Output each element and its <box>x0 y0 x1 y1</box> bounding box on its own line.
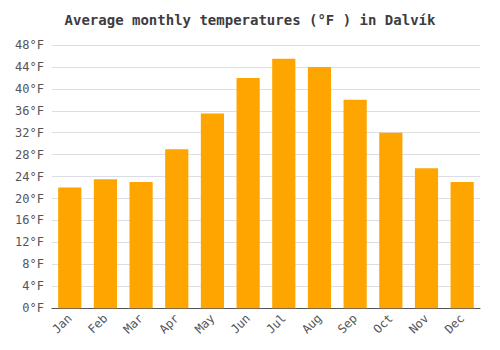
svg-text:Oct: Oct <box>371 311 396 336</box>
svg-text:Jan: Jan <box>49 311 74 336</box>
svg-text:16°F: 16°F <box>15 213 44 227</box>
svg-text:40°F: 40°F <box>15 82 44 96</box>
svg-text:12°F: 12°F <box>15 235 44 249</box>
svg-text:Sep: Sep <box>335 311 360 336</box>
svg-text:20°F: 20°F <box>15 192 44 206</box>
svg-text:Jun: Jun <box>228 311 253 336</box>
svg-text:32°F: 32°F <box>15 126 44 140</box>
svg-text:Feb: Feb <box>85 311 110 336</box>
svg-text:4°F: 4°F <box>22 279 44 293</box>
svg-text:Mar: Mar <box>121 311 146 336</box>
svg-text:44°F: 44°F <box>15 60 44 74</box>
svg-text:May: May <box>192 311 217 336</box>
svg-text:Aug: Aug <box>299 311 324 336</box>
svg-text:36°F: 36°F <box>15 104 44 118</box>
svg-text:Average monthly temperatures (: Average monthly temperatures (°F ) in Da… <box>65 12 436 28</box>
svg-text:0°F: 0°F <box>22 301 44 315</box>
svg-text:8°F: 8°F <box>22 257 44 271</box>
svg-text:24°F: 24°F <box>15 170 44 184</box>
svg-text:Jul: Jul <box>264 311 289 336</box>
svg-text:48°F: 48°F <box>15 38 44 52</box>
svg-text:Apr: Apr <box>156 311 181 336</box>
svg-text:Dec: Dec <box>442 311 467 336</box>
svg-text:28°F: 28°F <box>15 148 44 162</box>
svg-text:Nov: Nov <box>406 311 431 336</box>
